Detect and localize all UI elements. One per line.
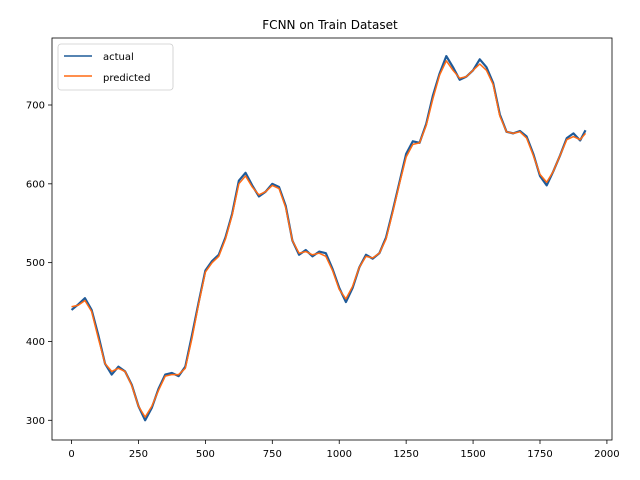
series-line-predicted [71,60,587,418]
legend: actual predicted [57,43,174,91]
x-axis-ticks: 0 250 500 750 1000 1250 1500 1750 2000 [68,440,620,460]
legend-label-predicted: predicted [103,73,150,84]
x-tick-label: 1250 [393,449,418,460]
axes-background [52,38,612,440]
legend-label-actual: actual [103,52,134,63]
y-tick-label: 600 [26,179,45,190]
y-tick-label: 300 [26,416,45,427]
x-tick-label: 1750 [527,449,552,460]
x-tick-label: 750 [263,449,282,460]
y-tick-label: 700 [26,101,45,112]
x-tick-label: 1500 [460,449,485,460]
y-tick-label: 400 [26,337,45,348]
x-tick-label: 2000 [594,449,619,460]
y-tick-label: 500 [26,258,45,269]
chart-title: FCNN on Train Dataset [262,18,398,32]
axes-frame [51,37,613,441]
series-layer [70,55,587,422]
x-tick-label: 500 [196,449,215,460]
x-tick-label: 250 [129,449,148,460]
plot-area: 0 250 500 750 1000 1250 1500 1750 2000 300 400 500… [26,37,620,460]
y-axis-ticks: 300 400 500 600 700 [26,101,52,427]
x-tick-label: 0 [68,449,74,460]
x-tick-label: 1000 [327,449,352,460]
